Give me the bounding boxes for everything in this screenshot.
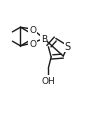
Text: OH: OH [41,76,55,85]
Text: O: O [29,25,36,34]
Text: S: S [65,42,71,51]
Text: B: B [41,35,47,43]
Text: O: O [29,39,36,48]
